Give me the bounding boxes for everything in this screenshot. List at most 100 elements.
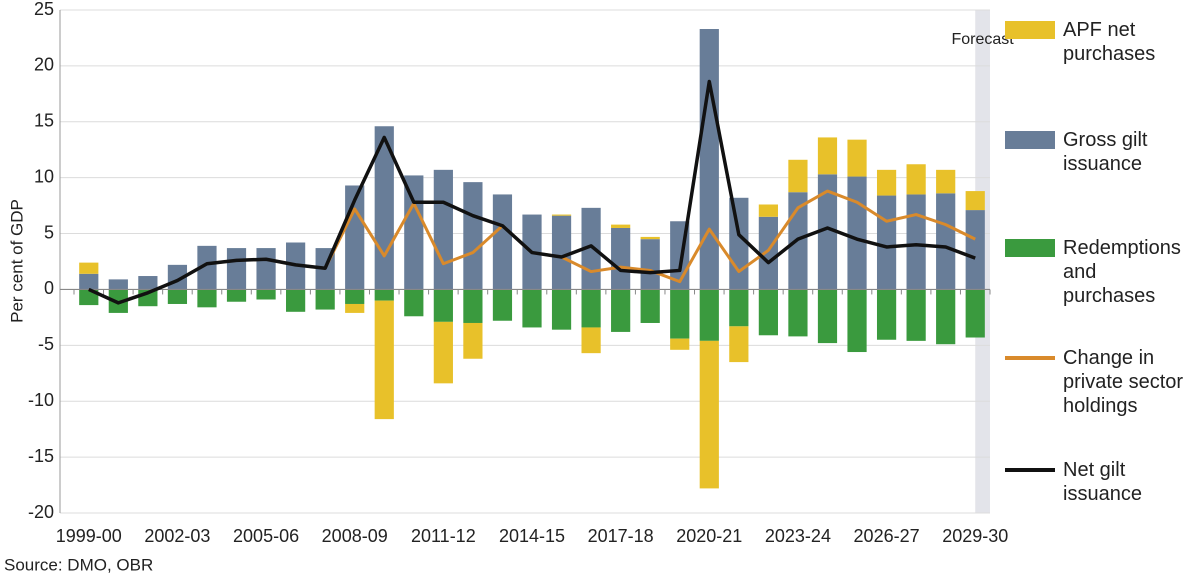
- forecast-label: Forecast: [951, 31, 1014, 48]
- x-tick-label: 2023-24: [765, 526, 831, 546]
- bar: [817, 174, 838, 290]
- bar: [108, 279, 128, 290]
- bar: [906, 289, 926, 341]
- bar: [817, 289, 838, 344]
- legend-label: APF net purchases: [1063, 19, 1156, 65]
- bar: [758, 204, 778, 217]
- bar: [463, 182, 483, 290]
- bar: [404, 289, 424, 317]
- source: Source: DMO, OBR: [4, 555, 153, 574]
- bar: [699, 29, 719, 290]
- legend-swatch: [1005, 356, 1055, 360]
- bar: [492, 194, 513, 290]
- bar: [788, 159, 808, 193]
- y-tick-label: -20: [28, 502, 54, 522]
- x-tick-label: 2005-06: [233, 526, 299, 546]
- bar: [226, 248, 247, 290]
- bar: [758, 289, 778, 336]
- legend-item: Change in private sector holdings: [1005, 346, 1195, 418]
- legend-label: Net gilt issuance: [1063, 459, 1142, 505]
- x-tick-label: 2011-12: [411, 526, 476, 546]
- bar: [197, 289, 217, 308]
- bar: [965, 210, 985, 290]
- legend-label: Change in private sector holdings: [1063, 347, 1184, 417]
- bar: [374, 289, 394, 301]
- legend-item: Net gilt issuance: [1005, 458, 1195, 506]
- bar: [906, 194, 926, 290]
- x-tick-label: 2029-30: [942, 526, 1008, 546]
- bar: [640, 236, 660, 240]
- bar: [699, 289, 719, 341]
- bar: [876, 195, 897, 290]
- bar: [965, 289, 985, 338]
- bar: [345, 289, 365, 304]
- y-tick-label: 15: [34, 111, 54, 131]
- bar: [551, 289, 572, 330]
- bar: [670, 338, 690, 350]
- bar: [729, 326, 749, 363]
- x-tick-label: 2017-18: [588, 526, 654, 546]
- bar: [847, 289, 867, 353]
- bar: [374, 300, 394, 420]
- y-tick-label: 5: [44, 222, 54, 242]
- bar: [581, 289, 601, 328]
- legend-swatch: [1005, 131, 1055, 149]
- y-tick-label: -10: [28, 390, 54, 410]
- legend-item: APF net purchases: [1005, 18, 1195, 66]
- bar: [788, 289, 808, 337]
- bar: [256, 289, 276, 300]
- bar: [433, 289, 453, 322]
- bar: [551, 215, 572, 290]
- bar: [197, 245, 217, 290]
- bar: [906, 164, 926, 195]
- bar: [345, 303, 365, 313]
- y-tick-label: 25: [34, 0, 54, 19]
- bar: [611, 224, 631, 228]
- y-tick-label: 10: [34, 166, 54, 186]
- legend-swatch: [1005, 239, 1055, 257]
- bar: [433, 321, 453, 384]
- line-series: [88, 79, 976, 305]
- legend-label: Gross gilt issuance: [1063, 129, 1148, 175]
- bar: [936, 193, 956, 290]
- bar: [876, 169, 897, 196]
- legend-item: Redemptions and purchases: [1005, 236, 1195, 308]
- x-tick-label: 1999-00: [56, 526, 122, 546]
- bar: [611, 289, 631, 332]
- bar: [936, 289, 956, 345]
- bar: [167, 289, 188, 304]
- bar: [936, 169, 956, 194]
- bar: [522, 289, 542, 328]
- bar: [758, 216, 778, 290]
- bar: [965, 191, 985, 211]
- x-tick-label: 2020-21: [676, 526, 742, 546]
- bar: [847, 139, 867, 177]
- y-tick-label: -15: [28, 446, 54, 466]
- bar: [315, 289, 335, 310]
- bar: [640, 289, 660, 323]
- bar: [79, 262, 99, 274]
- bar: [729, 197, 749, 290]
- bar: [876, 289, 897, 340]
- bar: [817, 137, 838, 175]
- bar: [611, 227, 631, 290]
- legend-label: Redemptions and purchases: [1063, 237, 1181, 307]
- y-tick-label: 20: [34, 55, 54, 75]
- x-tick-label: 2002-03: [144, 526, 210, 546]
- bar: [463, 289, 483, 323]
- bar: [699, 340, 719, 489]
- legend-swatch: [1005, 21, 1055, 39]
- bar: [404, 175, 424, 290]
- bar: [286, 289, 306, 312]
- bar: [640, 239, 660, 290]
- bar: [581, 327, 601, 354]
- bar: [463, 322, 483, 359]
- bar: [847, 176, 867, 290]
- x-tick-label: 2026-27: [854, 526, 920, 546]
- y-axis-label: Per cent of GDP: [7, 199, 26, 323]
- y-tick-label: 0: [44, 278, 54, 298]
- legend-swatch: [1005, 468, 1055, 472]
- y-tick-label: -5: [38, 334, 54, 354]
- x-tick-label: 2014-15: [499, 526, 565, 546]
